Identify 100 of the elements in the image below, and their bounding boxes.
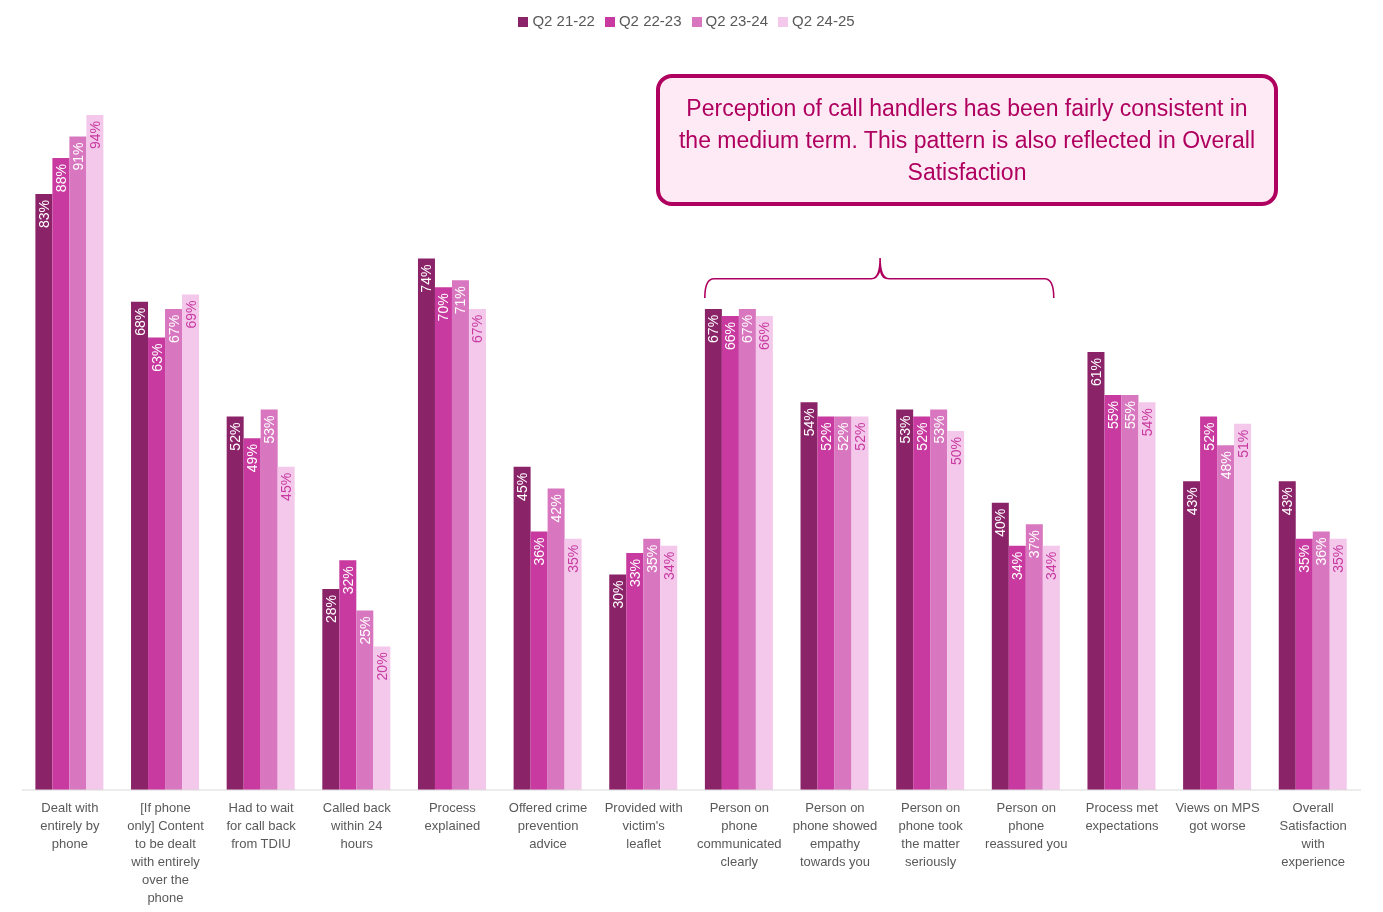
data-label: 52% [227, 422, 244, 451]
bar [226, 416, 244, 790]
bar [834, 416, 852, 790]
bar [1138, 402, 1156, 790]
bar [322, 588, 340, 790]
bar [277, 466, 295, 790]
data-label: 52% [835, 422, 852, 451]
bar [930, 409, 948, 790]
data-label: 66% [722, 322, 739, 351]
data-label: 34% [660, 551, 677, 580]
data-label: 45% [514, 472, 531, 501]
bar [947, 430, 965, 790]
x-tick-label: Provided with victim's leaflet [604, 800, 683, 851]
data-label: 55% [1121, 401, 1138, 430]
bar [451, 280, 469, 790]
data-label: 43% [1279, 487, 1296, 516]
data-label: 69% [182, 300, 199, 329]
data-label: 48% [1217, 451, 1234, 480]
bar [1329, 538, 1347, 790]
bar [800, 402, 818, 790]
bar [339, 560, 357, 790]
bar [1025, 524, 1043, 790]
data-label: 55% [1104, 401, 1121, 430]
data-label: 35% [1330, 544, 1347, 573]
bar [530, 531, 548, 790]
data-label: 66% [756, 322, 773, 351]
data-label: 51% [1234, 429, 1251, 458]
data-label: 32% [339, 566, 356, 595]
data-label: 53% [896, 415, 913, 444]
data-label: 71% [452, 286, 469, 315]
bar [1312, 531, 1330, 790]
bar [851, 416, 869, 790]
bar [148, 337, 166, 790]
x-tick-label: Process met expectations [1085, 800, 1159, 833]
x-tick-label: Called back within 24 hours [322, 800, 392, 851]
bar [738, 308, 756, 790]
bar [817, 416, 835, 790]
data-label: 45% [278, 472, 295, 501]
data-label: 68% [131, 307, 148, 336]
bar [1200, 416, 1218, 790]
data-label: 54% [1138, 408, 1155, 437]
x-tick-label: Process explained [424, 800, 481, 833]
bar [991, 502, 1009, 790]
bar [1087, 351, 1105, 790]
data-label: 42% [548, 494, 565, 523]
x-tick-label: Person on phone reassured you [985, 800, 1068, 851]
bar [434, 287, 452, 790]
bar [721, 316, 739, 790]
data-label: 30% [609, 580, 626, 609]
bar [260, 409, 278, 790]
data-label: 33% [626, 559, 643, 588]
bar [373, 646, 391, 790]
data-label: 67% [739, 314, 756, 343]
x-tick-label: Views on MPS got worse [1175, 800, 1261, 833]
data-label: 43% [1183, 487, 1200, 516]
x-tick-label: Offered crime prevention advice [508, 800, 588, 851]
data-label: 53% [261, 415, 278, 444]
bar [1121, 395, 1139, 790]
data-label: 52% [818, 422, 835, 451]
data-label: 52% [852, 422, 869, 451]
data-label: 67% [165, 314, 182, 343]
data-label: 91% [69, 142, 86, 171]
bar [755, 316, 773, 790]
x-tick-label: Had to wait for call back from TDIU [226, 800, 297, 851]
data-label: 37% [1026, 530, 1043, 559]
data-label: 67% [705, 314, 722, 343]
x-tick-label: Person on phone showed empathy towards you [792, 800, 878, 869]
data-label: 20% [373, 652, 390, 681]
data-label: 35% [1296, 544, 1313, 573]
bar [52, 158, 70, 790]
bar [1217, 445, 1235, 790]
x-tick-label: Dealt with entirely by phone [40, 800, 100, 851]
data-label: 35% [565, 544, 582, 573]
bar [564, 538, 582, 790]
bar [417, 258, 435, 790]
bar [660, 545, 678, 790]
bar [468, 308, 486, 790]
data-label: 36% [531, 537, 548, 566]
bar [896, 409, 914, 790]
legend-label: Q2 23-24 [705, 12, 769, 29]
x-tick-label: Person on phone took the matter seriously [898, 800, 964, 869]
data-label: 61% [1087, 357, 1104, 386]
bar [165, 308, 183, 790]
x-tick-label: Person on phone communicated clearly [697, 800, 782, 869]
x-tick-label: Overall Satisfaction with experience [1279, 800, 1347, 869]
legend-label: Q2 24-25 [792, 12, 855, 29]
data-label: 36% [1313, 537, 1330, 566]
data-label: 25% [356, 616, 373, 645]
bar [1104, 395, 1122, 790]
data-label: 35% [643, 544, 660, 573]
data-label: 50% [947, 436, 964, 465]
bar [1278, 481, 1296, 790]
bar [643, 538, 661, 790]
bar [1042, 545, 1060, 790]
legend-label: Q2 22-23 [618, 12, 682, 29]
bar [1295, 538, 1313, 790]
bar [626, 553, 644, 790]
data-label: 88% [52, 164, 69, 193]
legend-label: Q2 21-22 [532, 12, 595, 29]
x-tick-label: [If phone only] Content to be dealt with entirely over the phone [127, 800, 205, 905]
